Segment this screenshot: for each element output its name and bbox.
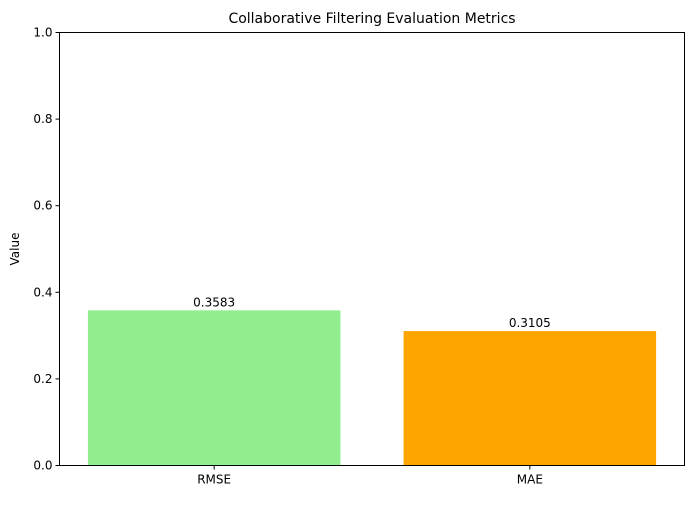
value-label-rmse: 0.3583 bbox=[193, 295, 235, 309]
bars-layer bbox=[87, 310, 657, 466]
y-tick-label: 0.2 bbox=[33, 372, 52, 386]
value-labels-layer: 0.3583 0.3105 bbox=[193, 295, 551, 330]
x-tick-label-rmse: RMSE bbox=[197, 473, 231, 487]
bar-rmse bbox=[87, 310, 341, 466]
chart-title: Collaborative Filtering Evaluation Metri… bbox=[228, 11, 515, 27]
bar-mae bbox=[403, 331, 657, 466]
y-axis: 0.0 0.2 0.4 0.6 0.8 1.0 bbox=[33, 26, 60, 473]
y-tick-label: 1.0 bbox=[33, 26, 52, 40]
x-axis: RMSE MAE bbox=[197, 465, 543, 487]
value-label-mae: 0.3105 bbox=[509, 316, 551, 330]
y-tick-label: 0.6 bbox=[33, 199, 52, 213]
y-tick-label: 0.4 bbox=[33, 285, 52, 299]
x-tick-label-mae: MAE bbox=[517, 473, 543, 487]
y-tick-label: 0.8 bbox=[33, 112, 52, 126]
plot-frame bbox=[59, 32, 685, 466]
y-tick-label: 0.0 bbox=[33, 459, 52, 473]
y-axis-label: Value bbox=[8, 233, 22, 266]
